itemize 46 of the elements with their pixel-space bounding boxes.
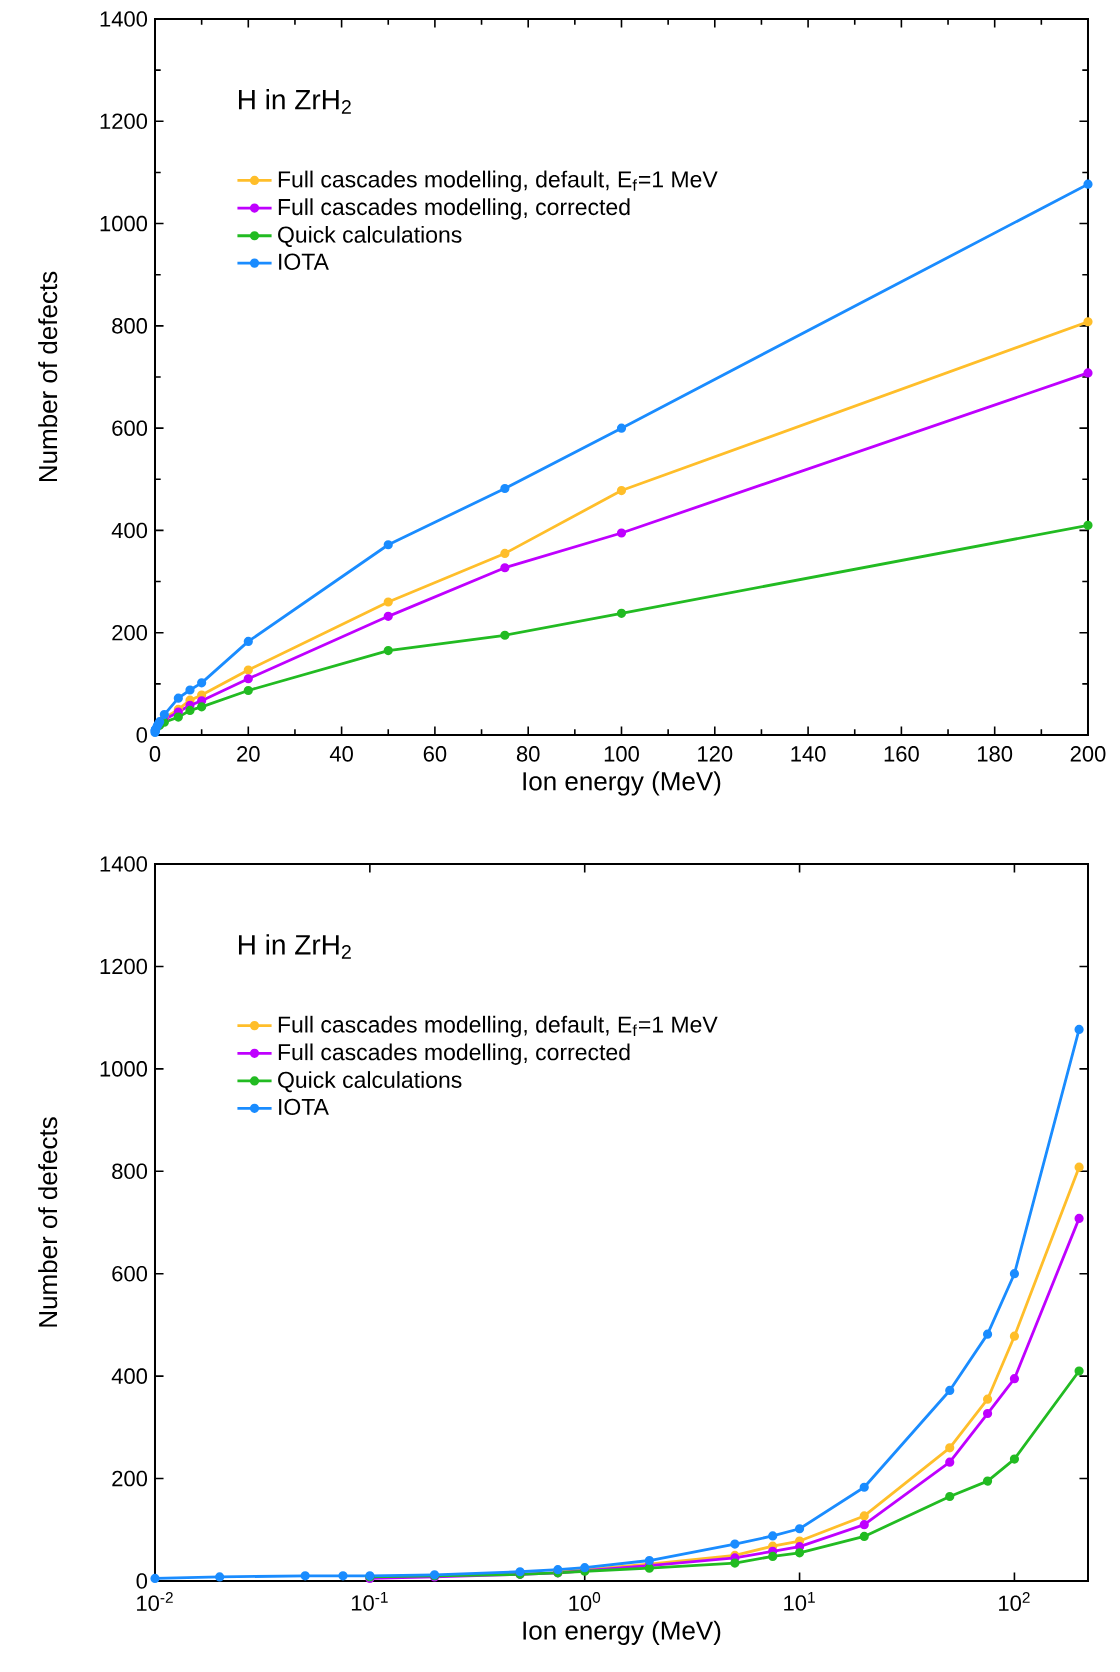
y-tick-label: 1400 <box>100 856 148 872</box>
text: H in ZrH$_{2}$ <box>238 934 351 959</box>
y-tick-label: 1200 <box>100 113 148 130</box>
x-tick-label: 140 <box>791 746 826 762</box>
x-tick-label: 10$^{2}$ <box>999 1592 1030 1611</box>
y-tick-label: 400 <box>111 522 148 539</box>
y-tick-label: 0 <box>136 1573 148 1589</box>
x-tick-label: 10$^{0}$ <box>569 1592 601 1611</box>
x-tick-label: 100 <box>604 746 639 762</box>
x-tick-label: 0 <box>149 746 161 762</box>
y-tick-label: 0 <box>136 727 148 743</box>
x-axis-title: Ion energy (MeV) <box>523 771 721 796</box>
x-tick-label: 160 <box>884 746 919 762</box>
y-axis-title: Number of defects <box>38 1117 58 1327</box>
x-axis-title: Ion energy (MeV) <box>523 1620 721 1645</box>
legend-label: IOTA <box>279 1098 329 1116</box>
legend-label: Full cascades modelling, default, E$_{f}$=1 MeV <box>278 1015 718 1038</box>
x-tick-label: 10$^{-1}$ <box>351 1592 388 1611</box>
text: H in ZrH$_{2}$ <box>239 89 351 114</box>
legend-label: Full cascades modelling, corrected <box>278 198 630 220</box>
legend-label: Full cascades modelling, default, E$_{f}$=1 MeV <box>278 170 718 193</box>
y-tick-label: 1000 <box>100 1061 148 1077</box>
y-axis-title: Number of defects <box>38 271 58 482</box>
y-tick-label: 600 <box>112 1265 148 1282</box>
x-tick-label: 40 <box>329 746 353 762</box>
x-tick-label: 80 <box>516 746 540 762</box>
y-tick-label: 800 <box>112 1163 148 1180</box>
x-tick-label: 20 <box>237 746 260 762</box>
x-tick-label: 180 <box>978 746 1013 762</box>
x-tick-label: 200 <box>1070 746 1106 762</box>
legend-label: IOTA <box>279 253 329 270</box>
y-tick-label: 1000 <box>100 215 148 232</box>
legend-label: Quick calculations <box>278 1071 462 1093</box>
y-tick-label: 800 <box>112 318 148 334</box>
x-tick-label: 120 <box>698 746 733 762</box>
x-tick-label: 60 <box>423 746 447 762</box>
y-tick-label: 1400 <box>100 11 148 27</box>
y-tick-label: 600 <box>112 420 148 436</box>
y-tick-label: 200 <box>112 624 148 641</box>
legend-label: Full cascades modelling, corrected <box>278 1043 630 1065</box>
x-tick-label: 10$^{-2}$ <box>137 1592 173 1611</box>
x-tick-label: 10$^{1}$ <box>784 1592 815 1611</box>
y-tick-label: 1200 <box>100 958 148 975</box>
legend-label: Quick calculations <box>278 225 462 247</box>
y-tick-label: 400 <box>111 1368 148 1384</box>
y-tick-label: 200 <box>112 1470 148 1487</box>
